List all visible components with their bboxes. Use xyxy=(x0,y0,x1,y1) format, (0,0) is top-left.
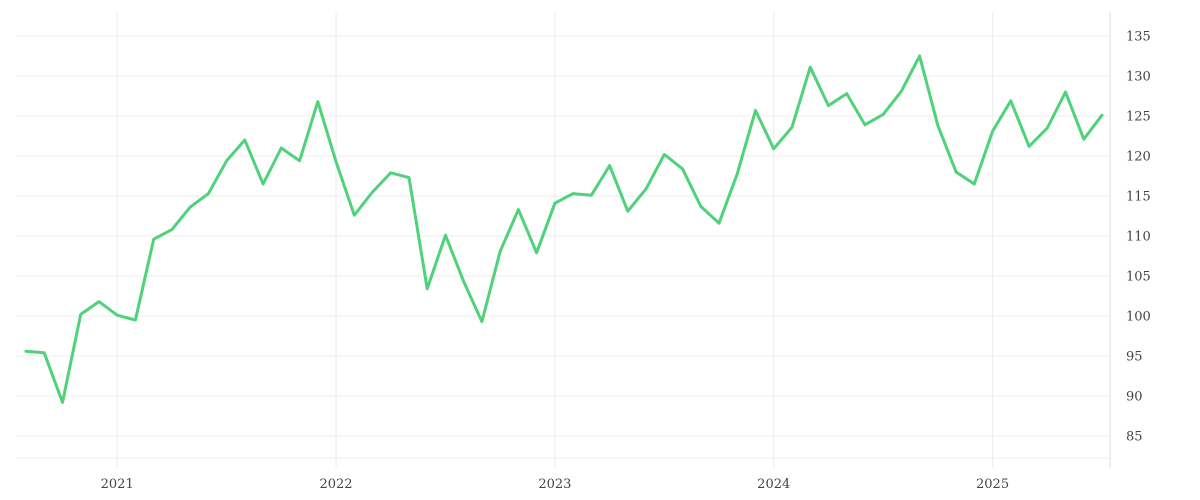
y-tick-label: 95 xyxy=(1126,350,1143,365)
y-tick-label: 90 xyxy=(1126,390,1143,405)
y-tick-label: 120 xyxy=(1126,150,1151,165)
x-tick-label: 2023 xyxy=(538,477,571,492)
gridlines xyxy=(16,12,1110,468)
y-tick-label: 135 xyxy=(1126,30,1151,45)
y-tick-label: 100 xyxy=(1126,310,1151,325)
x-tick-label: 2024 xyxy=(757,477,790,492)
x-tick-label: 2025 xyxy=(976,477,1009,492)
y-tick-label: 85 xyxy=(1126,430,1143,445)
x-tick-label: 2021 xyxy=(101,477,134,492)
y-tick-label: 115 xyxy=(1126,190,1151,205)
y-tick-label: 130 xyxy=(1126,70,1151,85)
tick-labels: 85 90 95 100 105 110 115 120 125 130 135 2021 2022 20… xyxy=(101,30,1151,493)
series-line-0 xyxy=(26,56,1102,402)
y-tick-label: 125 xyxy=(1126,110,1151,125)
y-tick-label: 105 xyxy=(1126,270,1151,285)
x-tick-label: 2022 xyxy=(319,477,352,492)
y-tick-label: 110 xyxy=(1126,230,1151,245)
series-layer xyxy=(26,56,1102,402)
